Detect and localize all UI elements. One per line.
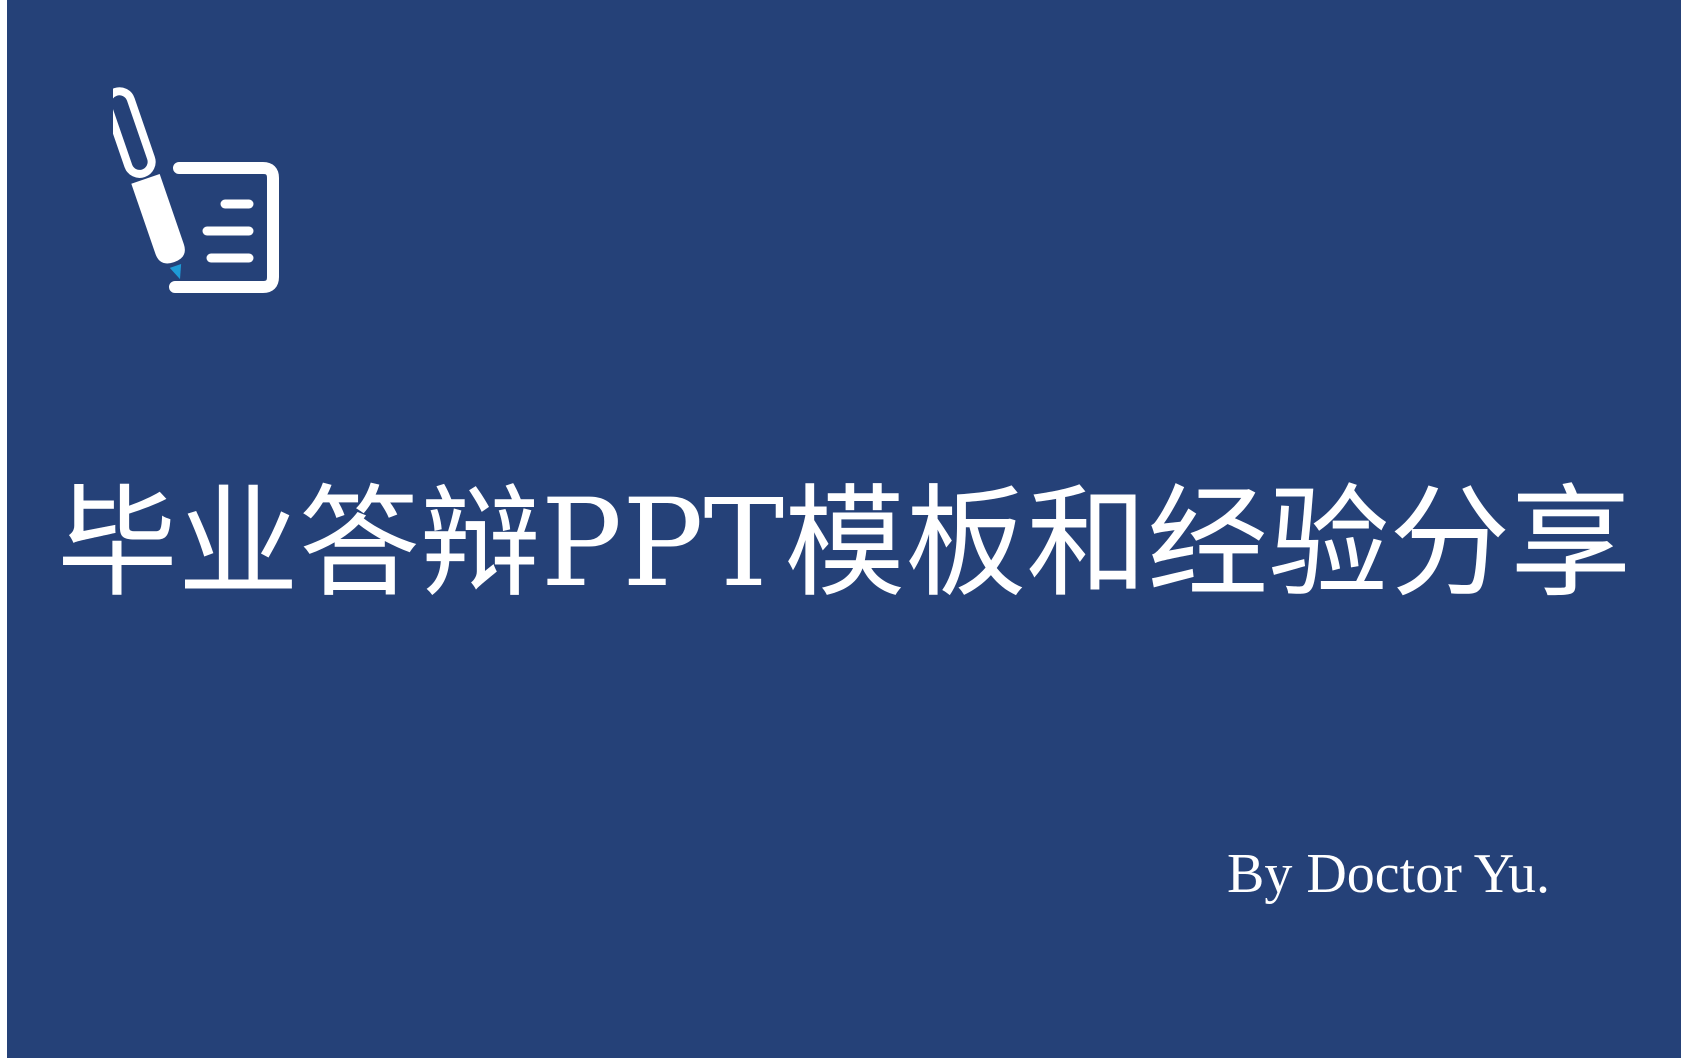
- pen-and-document-icon: [113, 87, 279, 293]
- title-slide: 毕业答辩PPT模板和经验分享 By Doctor Yu.: [7, 0, 1681, 1058]
- slide-title: 毕业答辩PPT模板和经验分享: [56, 473, 1632, 614]
- author-credit: By Doctor Yu.: [1226, 843, 1550, 905]
